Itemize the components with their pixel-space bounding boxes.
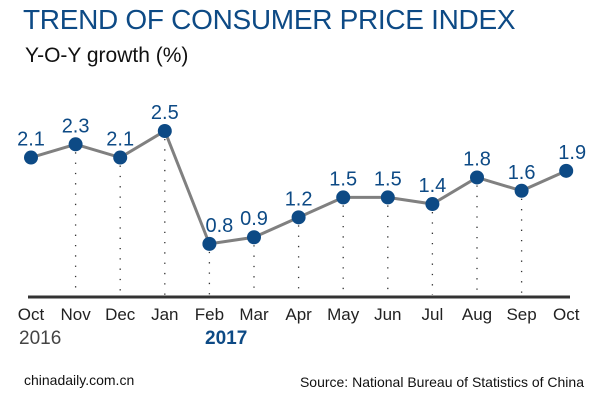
data-label: 2.3 <box>62 115 90 137</box>
credit-text: chinadaily.com.cn <box>24 372 135 388</box>
x-tick-label: Nov <box>60 305 91 324</box>
chart-title: TREND OF CONSUMER PRICE INDEX <box>23 4 516 35</box>
data-label: 1.8 <box>463 148 491 170</box>
data-label: 1.2 <box>285 188 313 210</box>
x-tick-label: Apr <box>285 305 312 324</box>
data-point <box>113 150 128 165</box>
data-point <box>68 137 83 152</box>
data-label: 0.9 <box>240 208 268 230</box>
data-label: 2.1 <box>106 129 134 151</box>
x-tick-label: Aug <box>462 305 492 324</box>
data-label: 1.5 <box>374 168 402 190</box>
x-tick-label: Jun <box>374 305 401 324</box>
data-point <box>514 183 529 198</box>
source-text: Source: National Bureau of Statistics of… <box>299 374 584 390</box>
data-point <box>202 236 217 251</box>
x-tick-label: Dec <box>105 305 136 324</box>
year-label-2016: 2016 <box>19 328 62 349</box>
x-tick-label: Jan <box>151 305 178 324</box>
x-tick-label: Jul <box>422 305 444 324</box>
data-label: 1.6 <box>508 162 536 184</box>
y-axis-label: Y-O-Y growth (%) <box>25 44 189 67</box>
data-label: 1.9 <box>558 142 586 164</box>
x-tick-label: Sep <box>506 305 536 324</box>
x-tick-label: Mar <box>239 305 269 324</box>
data-label: 1.5 <box>329 168 357 190</box>
data-point <box>380 190 395 205</box>
data-point <box>470 170 484 185</box>
data-point <box>24 150 38 165</box>
data-point <box>291 210 306 225</box>
data-label: 0.8 <box>205 215 233 237</box>
data-point <box>336 190 351 205</box>
data-point <box>247 230 261 245</box>
x-tick-label: May <box>327 305 360 324</box>
year-label-2017: 2017 <box>205 328 248 349</box>
data-point <box>425 197 440 212</box>
data-label: 1.4 <box>418 175 446 197</box>
x-tick-label: Oct <box>18 305 45 324</box>
data-point <box>559 163 574 178</box>
x-tick-label: Feb <box>195 305 224 324</box>
data-point <box>157 124 172 138</box>
x-tick-label: Oct <box>553 305 580 324</box>
data-label: 2.1 <box>17 129 45 151</box>
data-label: 2.5 <box>151 102 179 124</box>
